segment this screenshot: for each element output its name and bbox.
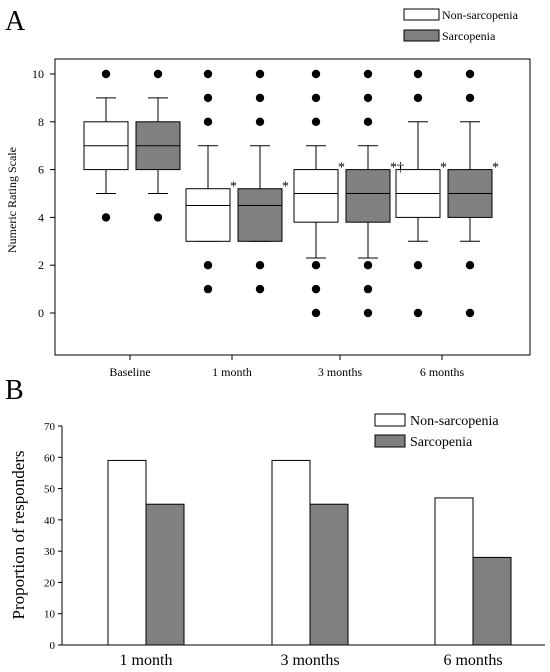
box-outlier: [413, 93, 423, 103]
box-outlier: [101, 213, 111, 222]
panel-a-plot: 0 2 4 6 8 10 Baseline 1 month 3 months 6 months * *…: [32, 67, 499, 379]
legend-b-label-sarcopenia: Sarcopenia: [410, 435, 473, 450]
significance-mark: *: [338, 161, 345, 176]
significance-mark: *: [492, 161, 499, 176]
bar: [434, 497, 474, 646]
box-outlier: [311, 261, 321, 270]
box-outlier: [413, 69, 423, 79]
panel-b-xtick-label: 1 month: [120, 652, 173, 669]
box-outlier: [203, 93, 213, 103]
panel-b-legend: Non-sarcopenia Sarcopenia: [374, 413, 499, 450]
box-outlier: [255, 69, 265, 79]
panel-b-ylabel: Proportion of responders: [9, 450, 28, 619]
significance-mark: *: [440, 161, 447, 176]
panel-a-ytick-label: 8: [38, 115, 44, 129]
panel-b-xtick-label: 3 months: [280, 652, 339, 669]
legend-b-swatch-non-sarcopenia: [374, 413, 406, 427]
legend-b-label-non-sarcopenia: Non-sarcopenia: [410, 414, 499, 429]
box-outlier: [311, 308, 321, 318]
box-outlier: [311, 93, 321, 103]
panel-b-ytick-label: 40: [44, 515, 56, 527]
box-outlier: [465, 93, 475, 103]
box: [345, 169, 391, 223]
panel-a-label: A: [5, 6, 26, 37]
box-outlier: [203, 117, 213, 127]
panel-a-xtick-label: Baseline: [109, 365, 150, 379]
box-outlier: [465, 261, 475, 270]
panel-a-ytick-label: 2: [38, 258, 44, 272]
significance-mark: *†: [390, 161, 404, 176]
box-outlier: [255, 284, 265, 294]
box-outlier: [153, 69, 163, 79]
legend-a-label-sarcopenia: Sarcopenia: [442, 29, 496, 43]
panel-b-xtick-label: 6 months: [443, 652, 502, 669]
box-outlier: [311, 117, 321, 127]
panel-a-ytick-label: 10: [32, 67, 44, 81]
box-outlier: [255, 117, 265, 127]
significance-mark: *: [282, 180, 289, 195]
box-outlier: [203, 261, 213, 270]
panel-b-ytick-label: 70: [44, 421, 56, 433]
panel-a-ytick-label: 6: [38, 163, 44, 177]
bar: [309, 503, 349, 646]
box: [237, 188, 283, 242]
panel-a-xtick-label: 1 month: [212, 365, 252, 379]
panel-b-ytick-label: 50: [44, 484, 56, 496]
box: [185, 188, 231, 242]
box-outlier: [153, 213, 163, 222]
box-outlier: [363, 284, 373, 294]
panel-a-ylabel: Numeric Rating Scale: [5, 147, 19, 253]
box-outlier: [363, 69, 373, 79]
legend-b-swatch-sarcopenia: [374, 434, 406, 448]
box-outlier: [363, 93, 373, 103]
legend-a-swatch-sarcopenia: [403, 29, 440, 42]
panel-a-ytick-label: 0: [38, 306, 44, 320]
panel-a-ytick-label: 4: [38, 210, 44, 224]
panel-a-xtick-label: 6 months: [420, 365, 465, 379]
box-outlier: [203, 284, 213, 294]
box-outlier: [311, 69, 321, 79]
panel-b-ytick-label: 10: [44, 609, 56, 621]
panel-b-ytick-label: 60: [44, 452, 56, 464]
box-outlier: [101, 69, 111, 79]
box-outlier: [363, 308, 373, 318]
box-outlier: [311, 284, 321, 294]
box-outlier: [465, 308, 475, 318]
bar: [107, 459, 147, 646]
box-outlier: [465, 69, 475, 79]
panel-b-label: B: [5, 375, 24, 406]
bar: [271, 459, 311, 646]
panel-a-frame: [54, 58, 531, 356]
box-outlier: [363, 117, 373, 127]
panel-a-legend: Non-sarcopenia Sarcopenia: [403, 8, 519, 43]
bar: [145, 503, 185, 646]
box-outlier: [363, 261, 373, 270]
box: [293, 169, 339, 223]
panel-a-xtick-label: 3 months: [318, 365, 363, 379]
box-outlier: [203, 69, 213, 79]
legend-a-label-non-sarcopenia: Non-sarcopenia: [442, 8, 519, 22]
bar: [472, 556, 512, 646]
significance-mark: *: [230, 180, 237, 195]
panel-b-ytick-label: 0: [50, 640, 56, 652]
box-outlier: [255, 93, 265, 103]
panel-b-plot: 0 10 20 30 40 50 60 70 1 month 3 months 6 months: [44, 421, 545, 669]
box-outlier: [413, 308, 423, 318]
legend-a-swatch-non-sarcopenia: [403, 8, 440, 21]
box-outlier: [255, 261, 265, 270]
panel-b-ytick-label: 20: [44, 577, 56, 589]
panel-b-ytick-label: 30: [44, 546, 56, 558]
box-outlier: [413, 261, 423, 270]
